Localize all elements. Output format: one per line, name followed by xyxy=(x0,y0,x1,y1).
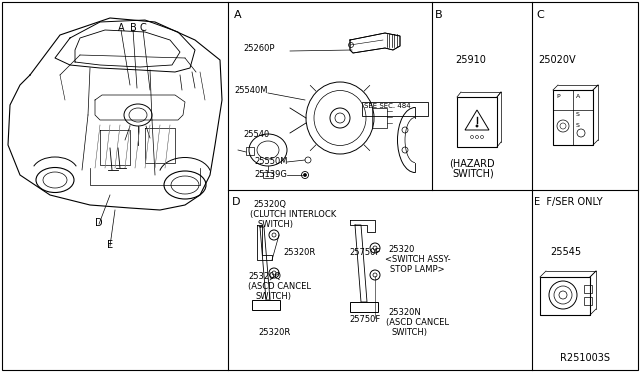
Text: 25320Q: 25320Q xyxy=(253,200,286,209)
Bar xyxy=(350,302,378,312)
Text: B: B xyxy=(130,23,137,33)
Text: 25320R: 25320R xyxy=(258,328,291,337)
Bar xyxy=(263,172,273,178)
Text: 25260P: 25260P xyxy=(243,44,275,53)
Text: 25750F: 25750F xyxy=(349,248,380,257)
Polygon shape xyxy=(355,225,367,302)
Text: 25545: 25545 xyxy=(550,247,581,257)
Polygon shape xyxy=(257,225,272,260)
Bar xyxy=(584,285,592,293)
Text: 25320Q: 25320Q xyxy=(248,272,281,281)
Text: R251003S: R251003S xyxy=(560,353,610,363)
Polygon shape xyxy=(350,220,375,232)
Text: SEE SEC. 484: SEE SEC. 484 xyxy=(364,103,411,109)
Text: (HAZARD: (HAZARD xyxy=(449,158,495,168)
Text: E: E xyxy=(107,240,113,250)
Text: 25540: 25540 xyxy=(243,130,269,139)
Text: P: P xyxy=(556,94,559,99)
Text: SWITCH): SWITCH) xyxy=(392,328,428,337)
Text: S: S xyxy=(576,123,580,128)
Circle shape xyxy=(303,173,307,176)
Text: 25320R: 25320R xyxy=(283,248,316,257)
Text: B: B xyxy=(435,10,443,20)
Text: 25320N: 25320N xyxy=(388,308,420,317)
Text: 25550M: 25550M xyxy=(254,157,287,166)
Text: 25910: 25910 xyxy=(455,55,486,65)
Bar xyxy=(252,300,280,310)
Bar xyxy=(553,90,593,145)
Polygon shape xyxy=(350,33,400,53)
Text: A: A xyxy=(576,94,580,99)
Text: (ASCD CANCEL: (ASCD CANCEL xyxy=(248,282,311,291)
Text: A: A xyxy=(118,23,125,33)
Circle shape xyxy=(476,125,478,127)
Text: 25540M: 25540M xyxy=(234,86,268,95)
Text: E  F/SER ONLY: E F/SER ONLY xyxy=(534,197,603,207)
Text: (CLUTCH INTERLOCK: (CLUTCH INTERLOCK xyxy=(250,210,336,219)
Text: A: A xyxy=(234,10,242,20)
Bar xyxy=(246,147,254,155)
Text: 25020V: 25020V xyxy=(538,55,575,65)
Bar xyxy=(362,102,428,116)
Text: 25750F: 25750F xyxy=(349,315,380,324)
Text: D: D xyxy=(232,197,241,207)
Text: D: D xyxy=(95,218,102,228)
Text: 25320: 25320 xyxy=(388,245,414,254)
Text: S: S xyxy=(576,112,580,117)
Bar xyxy=(457,97,497,147)
Bar xyxy=(540,277,590,315)
Text: <SWITCH ASSY-: <SWITCH ASSY- xyxy=(385,255,451,264)
Text: C: C xyxy=(140,23,147,33)
Polygon shape xyxy=(260,227,270,300)
Text: SWITCH): SWITCH) xyxy=(255,292,291,301)
Text: 25139G: 25139G xyxy=(254,170,287,179)
Bar xyxy=(584,297,592,305)
Text: SWITCH): SWITCH) xyxy=(258,220,294,229)
Text: C: C xyxy=(536,10,544,20)
Circle shape xyxy=(349,42,353,48)
Text: SWITCH): SWITCH) xyxy=(452,168,493,178)
Text: (ASCD CANCEL: (ASCD CANCEL xyxy=(386,318,449,327)
Text: STOP LAMP>: STOP LAMP> xyxy=(390,265,445,274)
Bar xyxy=(372,108,387,128)
